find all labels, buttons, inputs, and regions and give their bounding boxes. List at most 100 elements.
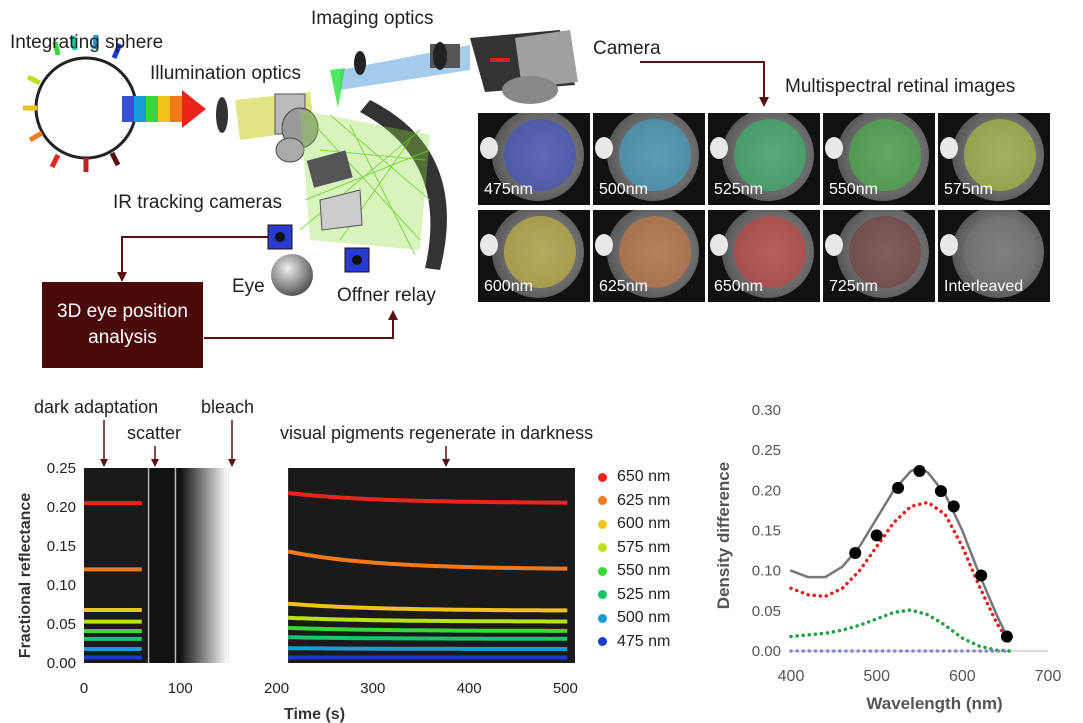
panel-label: 600nm bbox=[484, 278, 533, 295]
panel-label: Interleaved bbox=[944, 278, 1024, 295]
fit-curve bbox=[789, 466, 1011, 643]
legend-swatch bbox=[598, 472, 607, 482]
legend-entry: 575 nm bbox=[598, 539, 670, 557]
legend-entry: 550 nm bbox=[598, 562, 670, 580]
bleach-label: bleach bbox=[201, 397, 255, 417]
spectral-tint bbox=[619, 119, 691, 191]
x-axis-label: Time (s) bbox=[284, 706, 345, 723]
legend-entry: 475 nm bbox=[598, 633, 670, 651]
retinal-image-panel: 575nm bbox=[938, 113, 1050, 205]
connector-arrows bbox=[121, 61, 765, 339]
retinal-image-panel: 525nm bbox=[708, 113, 820, 205]
data-point bbox=[934, 485, 947, 498]
x-tick-label: 400 bbox=[778, 668, 805, 685]
panel-label: 500nm bbox=[599, 181, 648, 198]
series-line-post bbox=[287, 491, 568, 505]
panel-label: 725nm bbox=[829, 278, 878, 295]
multispectral-label: Multispectral retinal images bbox=[785, 76, 1016, 97]
data-point bbox=[975, 569, 988, 582]
x-tick-label: 300 bbox=[360, 680, 385, 697]
x-axis-label: Wavelength (nm) bbox=[866, 694, 1002, 713]
panel-label: 575nm bbox=[944, 181, 993, 198]
optic-disc bbox=[825, 234, 843, 256]
retinal-image-panel: Interleaved bbox=[938, 210, 1050, 302]
optical-diagram bbox=[23, 30, 769, 339]
spectral-tint bbox=[964, 119, 1036, 191]
y-tick-label: 0.05 bbox=[47, 616, 76, 633]
imaging-optics-icon bbox=[330, 42, 470, 108]
data-point bbox=[1000, 630, 1013, 643]
spectral-tint bbox=[964, 216, 1036, 288]
x-tick-label: 500 bbox=[553, 680, 578, 697]
retinal-image-panel: 475nm bbox=[478, 113, 590, 205]
data-point bbox=[892, 481, 905, 494]
bleach-gradient bbox=[180, 468, 229, 663]
legend-swatch bbox=[598, 613, 607, 623]
series-line-post bbox=[288, 625, 568, 633]
y-tick-label: 0.10 bbox=[752, 563, 781, 580]
spectral-tint bbox=[619, 216, 691, 288]
illumination-optics-label: Illumination optics bbox=[150, 63, 302, 84]
component-curve bbox=[789, 608, 1012, 653]
data-point bbox=[849, 546, 862, 559]
panel-label: 625nm bbox=[599, 278, 648, 295]
dark-adaptation-label: dark adaptation bbox=[34, 397, 159, 417]
offner-relay-icon bbox=[299, 100, 447, 270]
imaging-optics-label: Imaging optics bbox=[311, 8, 434, 29]
y-tick-label: 0.00 bbox=[47, 655, 76, 672]
y-tick-label: 0.10 bbox=[47, 577, 76, 594]
y-tick-label: 0.20 bbox=[752, 482, 781, 499]
series-line-post bbox=[287, 549, 568, 571]
component-curve bbox=[789, 500, 1012, 645]
scatter-label: scatter bbox=[127, 423, 182, 443]
series-line-post bbox=[288, 615, 568, 624]
x-tick-label: 400 bbox=[457, 680, 482, 697]
y-tick-label: 0.15 bbox=[47, 538, 76, 555]
spectral-tint bbox=[849, 119, 921, 191]
optic-disc bbox=[595, 137, 613, 159]
spectral-tint bbox=[734, 119, 806, 191]
x-tick-label: 600 bbox=[949, 668, 976, 685]
x-tick-label: 700 bbox=[1035, 668, 1062, 685]
y-axis-label: Density difference bbox=[714, 462, 733, 609]
density-difference-chart: 0.00 0.05 0.10 0.15 0.20 0.25 0.30 400 500 600 700… bbox=[714, 402, 1062, 713]
legend-entry: 600 nm bbox=[598, 515, 670, 533]
panel-label: 475nm bbox=[484, 181, 533, 198]
legend-entry: 500 nm bbox=[598, 609, 670, 627]
data-point bbox=[947, 500, 960, 513]
series-line-post bbox=[288, 646, 568, 651]
y-tick-label: 0.20 bbox=[47, 499, 76, 516]
optic-disc bbox=[710, 137, 728, 159]
spectral-tint bbox=[849, 216, 921, 288]
x-tick-label: 0 bbox=[80, 680, 88, 697]
y-tick-label: 0.00 bbox=[752, 643, 781, 660]
legend-swatch bbox=[598, 637, 607, 646]
series-line-post bbox=[287, 601, 568, 613]
y-tick-label: 0.25 bbox=[752, 442, 781, 459]
bleach-region bbox=[228, 468, 289, 663]
optic-disc bbox=[595, 234, 613, 256]
camera-icon bbox=[470, 30, 578, 104]
integrating-sphere-icon bbox=[23, 34, 206, 172]
legend-swatch bbox=[598, 543, 607, 552]
y-tick-label: 0.15 bbox=[752, 523, 781, 540]
optic-disc bbox=[825, 137, 843, 159]
offner-relay-label: Offner relay bbox=[337, 285, 436, 306]
retinal-image-panel: 650nm bbox=[708, 210, 820, 302]
optic-disc bbox=[710, 234, 728, 256]
legend-entry: 525 nm bbox=[598, 586, 670, 604]
retinal-image-panel: 550nm bbox=[823, 113, 935, 205]
legend-swatch bbox=[598, 496, 607, 505]
retinal-image-panel: 725nm bbox=[823, 210, 935, 302]
y-tick-label: 0.25 bbox=[47, 463, 76, 477]
legend-entry: 650 nm bbox=[598, 468, 670, 486]
spectral-tint bbox=[504, 119, 576, 191]
panel-label: 550nm bbox=[829, 181, 878, 198]
y-tick-label: 0.30 bbox=[752, 402, 781, 419]
retinal-image-panel: 625nm bbox=[593, 210, 705, 302]
retinal-image-panel: 500nm bbox=[593, 113, 705, 205]
spectral-tint bbox=[734, 216, 806, 288]
optic-disc bbox=[480, 137, 498, 159]
panel-label: 650nm bbox=[714, 278, 763, 295]
optic-disc bbox=[480, 234, 498, 256]
